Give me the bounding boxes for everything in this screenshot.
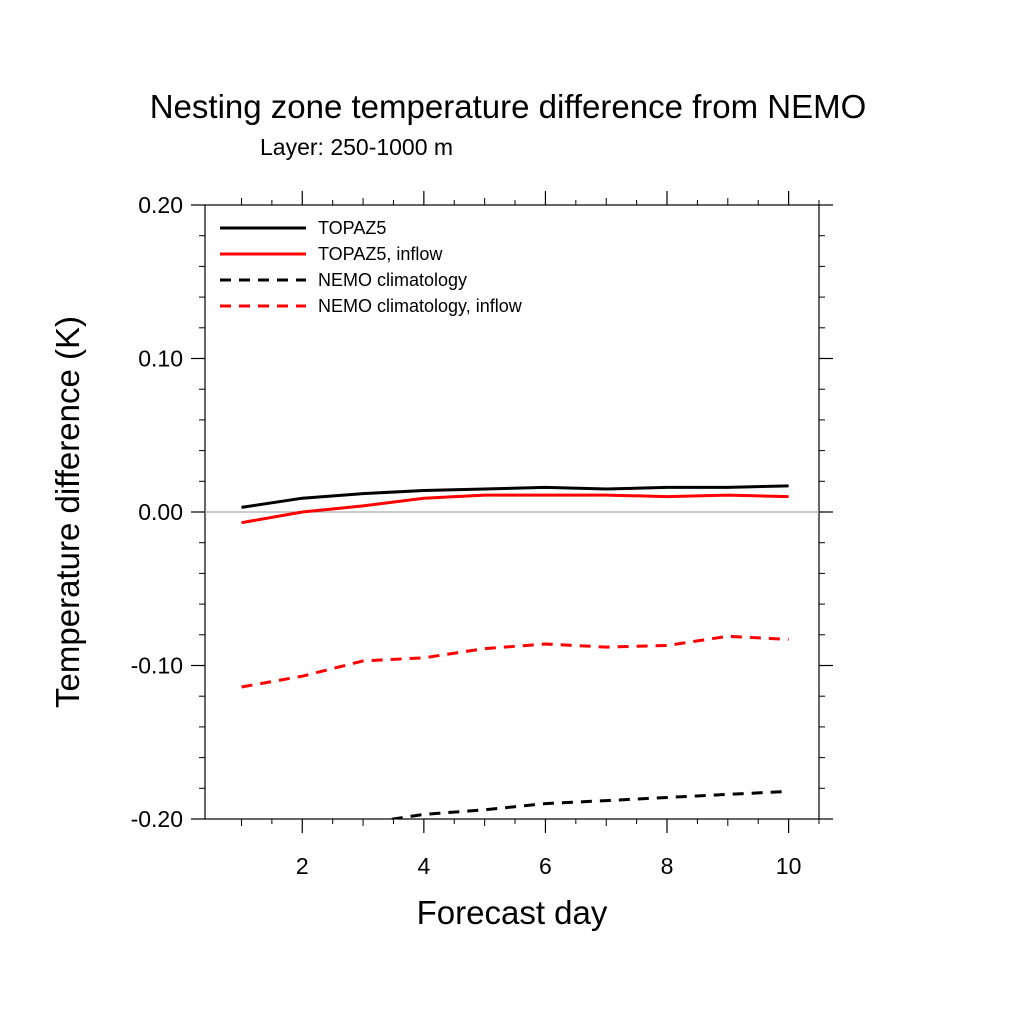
y-tick-label: 0.20 [138,192,183,218]
legend-label-3: NEMO climatology [318,270,467,290]
series-line-2 [241,493,789,525]
x-tick-label: 10 [776,853,802,879]
x-tick-label: 6 [539,853,552,879]
x-tick-label: 2 [296,853,309,879]
y-tick-label: 0.10 [138,346,183,372]
legend-label-4: NEMO climatology, inflow [318,296,523,316]
x-tick-label: 4 [417,853,430,879]
legend-label-2: TOPAZ5, inflow [318,244,443,264]
chart-title: Nesting zone temperature difference from… [149,88,867,125]
y-tick-label: -0.20 [131,806,183,832]
series-line-4 [241,634,789,689]
y-tick-label: -0.10 [131,653,183,679]
x-axis-label: Forecast day [417,894,608,931]
x-tick-label: 8 [661,853,674,879]
series-line-1 [241,484,789,509]
y-tick-label: 0.00 [138,499,183,525]
y-axis-label: Temperature difference (K) [49,316,86,708]
legend-label-1: TOPAZ5 [318,218,386,238]
chart-subtitle: Layer: 250-1000 m [260,134,454,160]
series-line-3 [383,789,789,819]
